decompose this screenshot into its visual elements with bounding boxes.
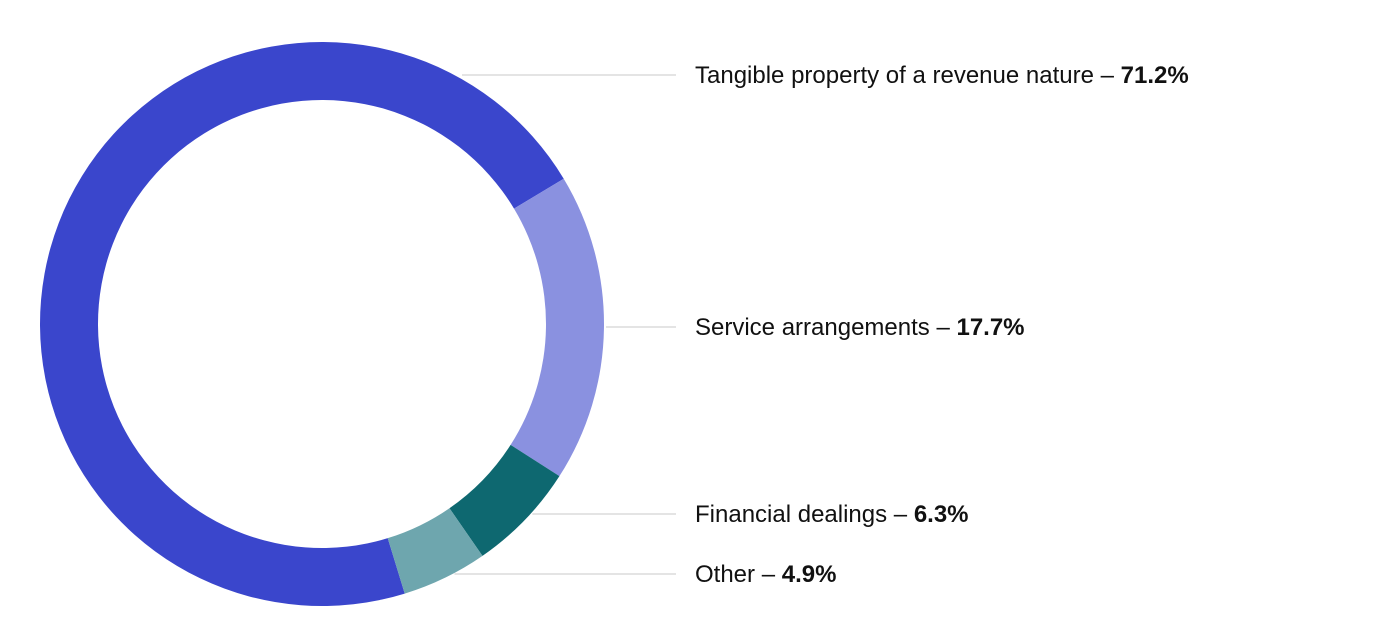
slice-service-arrangements [510, 178, 604, 477]
slice-financial-dealings [449, 444, 560, 556]
legend-label: Other [695, 561, 755, 588]
donut-slices [40, 41, 604, 606]
slice-other [387, 508, 483, 594]
legend-label: Service arrangements [695, 314, 930, 341]
legend-entry: Tangible property of a revenue nature – … [695, 62, 1189, 89]
legend-value: 6.3% [914, 501, 969, 528]
legend: Tangible property of a revenue nature – … [695, 62, 1189, 588]
legend-entry: Financial dealings – 6.3% [695, 501, 969, 528]
legend-value: 4.9% [782, 561, 837, 588]
legend-separator: – [930, 314, 957, 341]
legend-label: Financial dealings [695, 501, 887, 528]
legend-separator: – [887, 501, 914, 528]
legend-entry: Service arrangements – 17.7% [695, 314, 1025, 341]
legend-value: 71.2% [1121, 62, 1189, 89]
legend-value: 17.7% [956, 314, 1024, 341]
legend-separator: – [755, 561, 782, 588]
legend-entry: Other – 4.9% [695, 561, 836, 588]
leader-lines [454, 74, 676, 575]
legend-separator: – [1094, 62, 1121, 89]
legend-label: Tangible property of a revenue nature [695, 62, 1094, 89]
